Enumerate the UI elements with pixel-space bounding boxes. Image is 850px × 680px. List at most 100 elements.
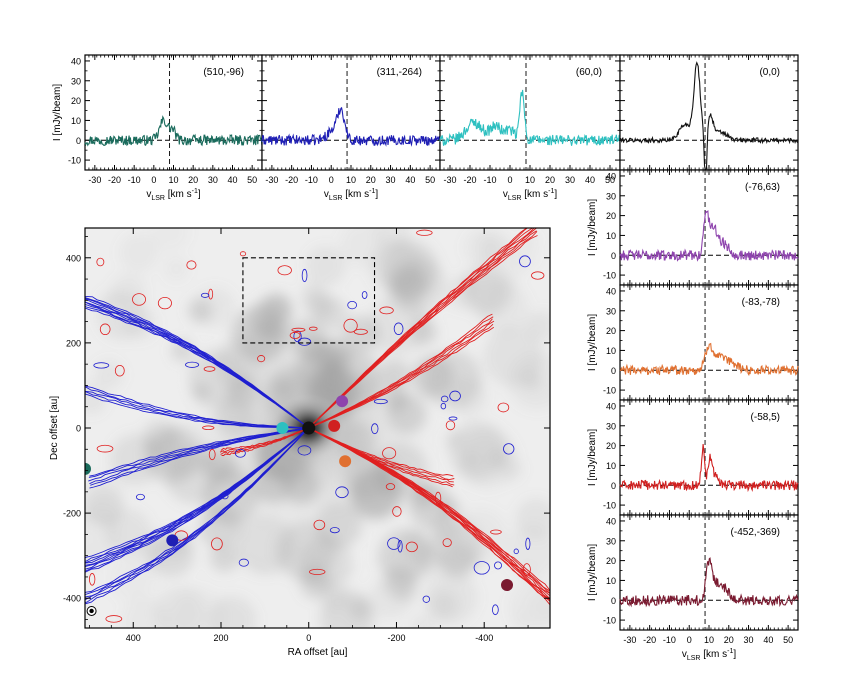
contour-island — [335, 486, 349, 499]
y-tick-label: -10 — [68, 156, 81, 166]
contour-island — [238, 558, 249, 567]
contour-island — [405, 541, 418, 553]
contour-island — [200, 292, 210, 298]
position-label: (-83,-78) — [742, 297, 780, 308]
y-tick-label: 20 — [606, 326, 616, 336]
x-tick-label: 30 — [744, 635, 754, 645]
contour-island — [382, 447, 397, 460]
y-tick-label: 10 — [606, 231, 616, 241]
y-tick-label: 20 — [606, 556, 616, 566]
spectrum-panel: -10 0 10 20 30 40 (-76,63) I [mJy/beam] — [587, 169, 799, 286]
position-label: (-58,5) — [751, 412, 780, 423]
contour-island — [301, 268, 308, 283]
spectrum-panel: -30 -20 -10 0 10 20 30 40 50 -10 0 10 20 30 40 (-452,-3… — [587, 514, 799, 662]
x-tick-label: 40 — [405, 175, 415, 185]
x-tick-label: 40 — [585, 175, 595, 185]
map-x-tick-label: -200 — [387, 633, 405, 643]
continuum-blob — [410, 614, 437, 628]
y-tick-label: 40 — [606, 516, 616, 526]
position-label: (60,0) — [576, 67, 602, 78]
map-y-tick-label: 200 — [66, 338, 81, 348]
x-tick-label: 30 — [386, 175, 396, 185]
spectrum-line — [619, 444, 799, 493]
map-x-tick-label: -400 — [475, 633, 493, 643]
contour-island — [442, 538, 452, 547]
position-marker — [328, 419, 341, 432]
contour-island — [492, 604, 499, 616]
x-tick-label: -20 — [643, 635, 656, 645]
map-y-tick-label: 400 — [66, 253, 81, 263]
spectrum-panel: -30 -20 -10 0 10 20 30 40 50(60,0)vLSR [km s-1] — [439, 54, 621, 202]
contour-island — [379, 306, 394, 315]
contour-island — [385, 483, 396, 491]
continuum-blob — [207, 596, 257, 628]
contour-island — [397, 540, 403, 553]
position-marker — [501, 579, 514, 592]
beam-marker-core — [89, 608, 94, 614]
contour-island — [445, 420, 456, 431]
map-content — [85, 228, 550, 628]
spectrum-line — [619, 342, 799, 377]
x-tick-label: 30 — [208, 175, 218, 185]
x-tick-label: -10 — [483, 175, 496, 185]
contour-island — [277, 265, 292, 276]
y-tick-label: 10 — [71, 116, 81, 126]
red-contour-arm — [308, 320, 495, 429]
contour-island — [503, 443, 515, 455]
y-axis-label: I [mJy/beam] — [52, 84, 63, 141]
red-contour-arm — [308, 427, 453, 488]
continuum-blob — [320, 582, 349, 611]
x-tick-label: -20 — [463, 175, 476, 185]
continuum-blob — [476, 282, 529, 335]
position-label: (-76,63) — [745, 182, 780, 193]
continuum-blob — [394, 578, 420, 604]
x-tick-label: 40 — [227, 175, 237, 185]
position-label: (510,-96) — [203, 67, 244, 78]
y-axis-label: I [mJy/beam] — [587, 314, 598, 371]
position-marker — [339, 455, 352, 468]
map-x-tick-label: 400 — [126, 633, 141, 643]
blue-contour-arm — [85, 427, 309, 573]
x-axis-label: vLSR [km s-1] — [682, 648, 737, 662]
y-tick-label: -10 — [603, 616, 616, 626]
position-marker — [302, 421, 316, 435]
contour-island — [308, 326, 318, 331]
contour-island — [135, 493, 145, 501]
continuum-blob — [110, 273, 147, 309]
contour-island — [531, 271, 545, 280]
y-tick-label: 10 — [606, 576, 616, 586]
y-tick-label: -10 — [603, 501, 616, 511]
x-tick-label: 20 — [188, 175, 198, 185]
map-y-axis-label: Dec offset [au] — [49, 396, 60, 461]
spectrum-line — [439, 89, 621, 147]
contour-island — [297, 445, 312, 456]
panel-frame — [261, 54, 441, 171]
map-x-tick-label: 0 — [306, 633, 311, 643]
continuum-blob — [85, 384, 107, 415]
contour-island — [202, 425, 215, 431]
contour-island — [208, 448, 216, 461]
y-tick-label: 20 — [71, 96, 81, 106]
contour-island — [99, 323, 111, 336]
contour-island — [347, 300, 357, 310]
y-axis-label: I [mJy/beam] — [587, 429, 598, 486]
y-tick-label: 30 — [606, 536, 616, 546]
y-tick-label: 10 — [606, 461, 616, 471]
red-contour-arm — [308, 427, 550, 606]
contour-island — [434, 491, 442, 506]
continuum-blob — [93, 359, 124, 390]
contour-island — [157, 297, 172, 310]
y-tick-label: 0 — [611, 366, 616, 376]
position-label: (-452,-369) — [731, 527, 780, 538]
x-tick-label: 50 — [247, 175, 257, 185]
y-tick-label: 20 — [606, 441, 616, 451]
y-tick-label: 30 — [71, 76, 81, 86]
continuum-blob — [423, 570, 478, 625]
map-x-axis-label: RA offset [au] — [288, 647, 348, 658]
contour-island — [93, 362, 110, 369]
map-y-tick-label: 0 — [76, 424, 81, 434]
y-axis-label: I [mJy/beam] — [587, 199, 598, 256]
x-axis-label: vLSR [km s-1] — [324, 188, 379, 202]
x-tick-label: 10 — [525, 175, 535, 185]
x-tick-label: 50 — [425, 175, 435, 185]
